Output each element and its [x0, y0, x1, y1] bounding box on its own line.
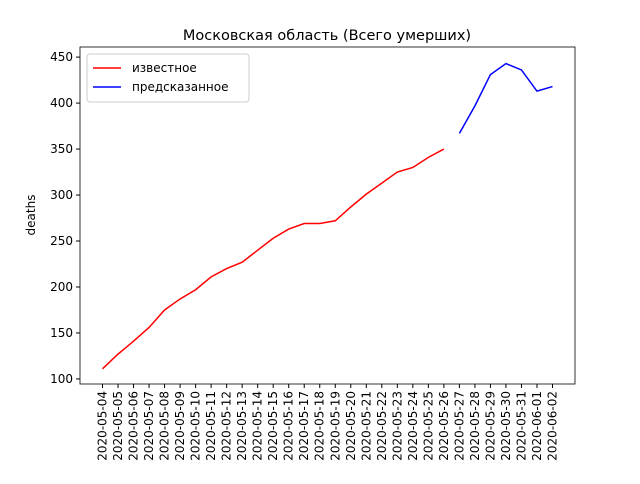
y-tick-label: 400 [50, 96, 73, 110]
x-tick-label: 2020-05-25 [421, 391, 435, 461]
x-tick-label: 2020-05-07 [142, 391, 156, 461]
x-tick-label: 2020-05-19 [328, 391, 342, 461]
series-line [458, 62, 553, 134]
chart-title: Московская область (Всего умерших) [183, 28, 471, 44]
y-tick-label: 100 [50, 372, 73, 386]
x-tick-label: 2020-05-24 [406, 391, 420, 461]
x-tick-label: 2020-06-01 [530, 391, 544, 461]
legend-label: известное [132, 61, 197, 75]
x-tick-label: 2020-05-21 [359, 391, 373, 461]
x-tick-label: 2020-05-10 [189, 391, 203, 461]
x-tick-label: 2020-05-27 [452, 391, 466, 461]
x-tick-label: 2020-05-12 [220, 391, 234, 461]
y-tick-label: 300 [50, 188, 73, 202]
x-tick-label: 2020-05-04 [96, 391, 110, 461]
legend-box [86, 53, 250, 103]
x-tick-label: 2020-05-16 [282, 391, 296, 461]
x-tick-label: 2020-05-15 [266, 391, 280, 461]
y-axis-label: deaths [24, 195, 38, 236]
x-tick-label: 2020-05-26 [437, 391, 451, 461]
x-tick-label: 2020-05-18 [313, 391, 327, 461]
x-tick-label: 2020-05-30 [499, 391, 513, 461]
x-tick-label: 2020-05-23 [390, 391, 404, 461]
x-tick-label: 2020-05-14 [251, 391, 265, 461]
x-tick-label: 2020-05-22 [375, 391, 389, 461]
y-tick-label: 250 [50, 234, 73, 248]
x-tick-label: 2020-05-08 [158, 391, 172, 461]
legend-label: предсказанное [132, 80, 229, 94]
x-tick-label: 2020-05-06 [127, 391, 141, 461]
x-tick-label: 2020-06-02 [546, 391, 560, 461]
x-tick-label: 2020-05-28 [468, 391, 482, 461]
x-tick-label: 2020-05-20 [344, 391, 358, 461]
y-tick-label: 200 [50, 280, 73, 294]
x-tick-label: 2020-05-09 [173, 391, 187, 461]
x-tick-label: 2020-05-11 [204, 391, 218, 461]
x-tick-label: 2020-05-13 [235, 391, 249, 461]
y-tick-label: 450 [50, 50, 73, 64]
x-tick-label: 2020-05-29 [483, 391, 497, 461]
x-tick-label: 2020-05-31 [514, 391, 528, 461]
y-tick-label: 150 [50, 326, 73, 340]
x-tick-label: 2020-05-05 [111, 391, 125, 461]
series-line [101, 148, 445, 370]
x-tick-label: 2020-05-17 [297, 391, 311, 461]
plot-frame [79, 46, 576, 385]
y-tick-label: 350 [50, 142, 73, 156]
